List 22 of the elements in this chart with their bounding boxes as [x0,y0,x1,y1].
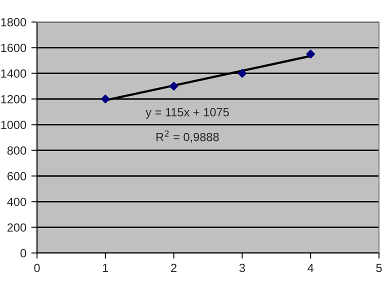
y-tick-label: 1400 [1,69,26,78]
annotation: y = 115x + 1075 [146,108,229,119]
y-tick-label: 600 [7,172,26,180]
x-tick-label: 5 [376,264,382,272]
annotation: R$^{2}$ = 0,9888 [156,130,219,143]
x-tick-label: 3 [239,264,245,272]
x-tick-label: 4 [308,264,314,272]
point [101,94,110,104]
y-tick-label: 200 [7,223,26,232]
y-tick-label: 1600 [1,44,26,52]
y-tick-label: 1800 [1,18,26,26]
point [169,82,178,91]
y-tick-label: 0 [20,249,26,258]
point [238,68,247,78]
y-tick-label: 1200 [1,95,26,104]
point [306,50,315,58]
y-tick-label: 1000 [1,120,26,130]
y-tick-label: 400 [7,198,26,206]
x-tick-label: 1 [103,264,108,272]
x-tick-label: 0 [34,264,40,272]
y-tick-label: 800 [7,146,26,155]
x-tick-label: 2 [171,264,176,272]
